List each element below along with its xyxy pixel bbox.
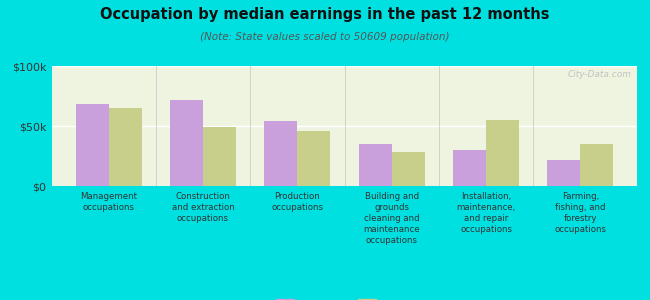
- Bar: [547, 160, 580, 186]
- Bar: [203, 127, 236, 186]
- Bar: [170, 100, 203, 186]
- Text: Occupation by median earnings in the past 12 months: Occupation by median earnings in the pas…: [100, 8, 550, 22]
- Bar: [109, 108, 142, 186]
- Bar: [359, 144, 392, 186]
- Bar: [75, 104, 109, 186]
- Bar: [265, 121, 297, 186]
- Text: City-Data.com: City-Data.com: [567, 70, 631, 79]
- Bar: [392, 152, 424, 186]
- Bar: [453, 150, 486, 186]
- Legend: 50609, Iowa: 50609, Iowa: [272, 294, 417, 300]
- Bar: [297, 131, 330, 186]
- Bar: [486, 120, 519, 186]
- Bar: [580, 144, 614, 186]
- Text: (Note: State values scaled to 50609 population): (Note: State values scaled to 50609 popu…: [200, 32, 450, 41]
